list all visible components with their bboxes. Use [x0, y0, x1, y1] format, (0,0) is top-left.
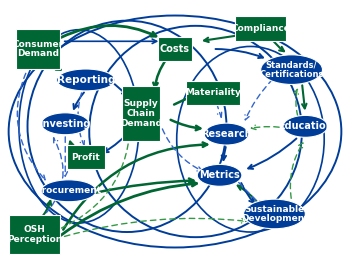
Text: Metrics: Metrics — [199, 170, 240, 180]
FancyBboxPatch shape — [15, 29, 60, 69]
Text: Costs: Costs — [160, 44, 190, 54]
Text: Reporting: Reporting — [57, 75, 115, 85]
Text: Consumer
Demand: Consumer Demand — [12, 40, 63, 58]
Text: Education: Education — [278, 121, 332, 131]
Ellipse shape — [41, 180, 96, 202]
Ellipse shape — [197, 164, 242, 186]
FancyBboxPatch shape — [186, 81, 240, 105]
Text: Profit: Profit — [71, 153, 100, 162]
Text: Materiality: Materiality — [185, 88, 241, 97]
Ellipse shape — [57, 69, 115, 91]
Text: Sustainable
Development: Sustainable Development — [241, 205, 308, 223]
Text: Research: Research — [201, 129, 252, 139]
FancyBboxPatch shape — [9, 215, 60, 254]
Ellipse shape — [41, 113, 89, 135]
Ellipse shape — [261, 55, 322, 84]
Ellipse shape — [283, 115, 328, 137]
FancyBboxPatch shape — [122, 86, 160, 141]
Ellipse shape — [204, 123, 249, 145]
Text: Procurement: Procurement — [36, 186, 102, 195]
Text: OSH
Perception: OSH Perception — [7, 225, 62, 244]
Text: Compliance: Compliance — [231, 24, 290, 33]
Text: Supply
Chain
Demand: Supply Chain Demand — [120, 99, 162, 128]
Ellipse shape — [244, 199, 305, 229]
FancyBboxPatch shape — [67, 145, 105, 169]
Text: Investing: Investing — [40, 119, 91, 129]
FancyBboxPatch shape — [158, 37, 192, 61]
FancyBboxPatch shape — [235, 16, 286, 41]
Text: Standards/
Certifications: Standards/ Certifications — [259, 60, 324, 79]
